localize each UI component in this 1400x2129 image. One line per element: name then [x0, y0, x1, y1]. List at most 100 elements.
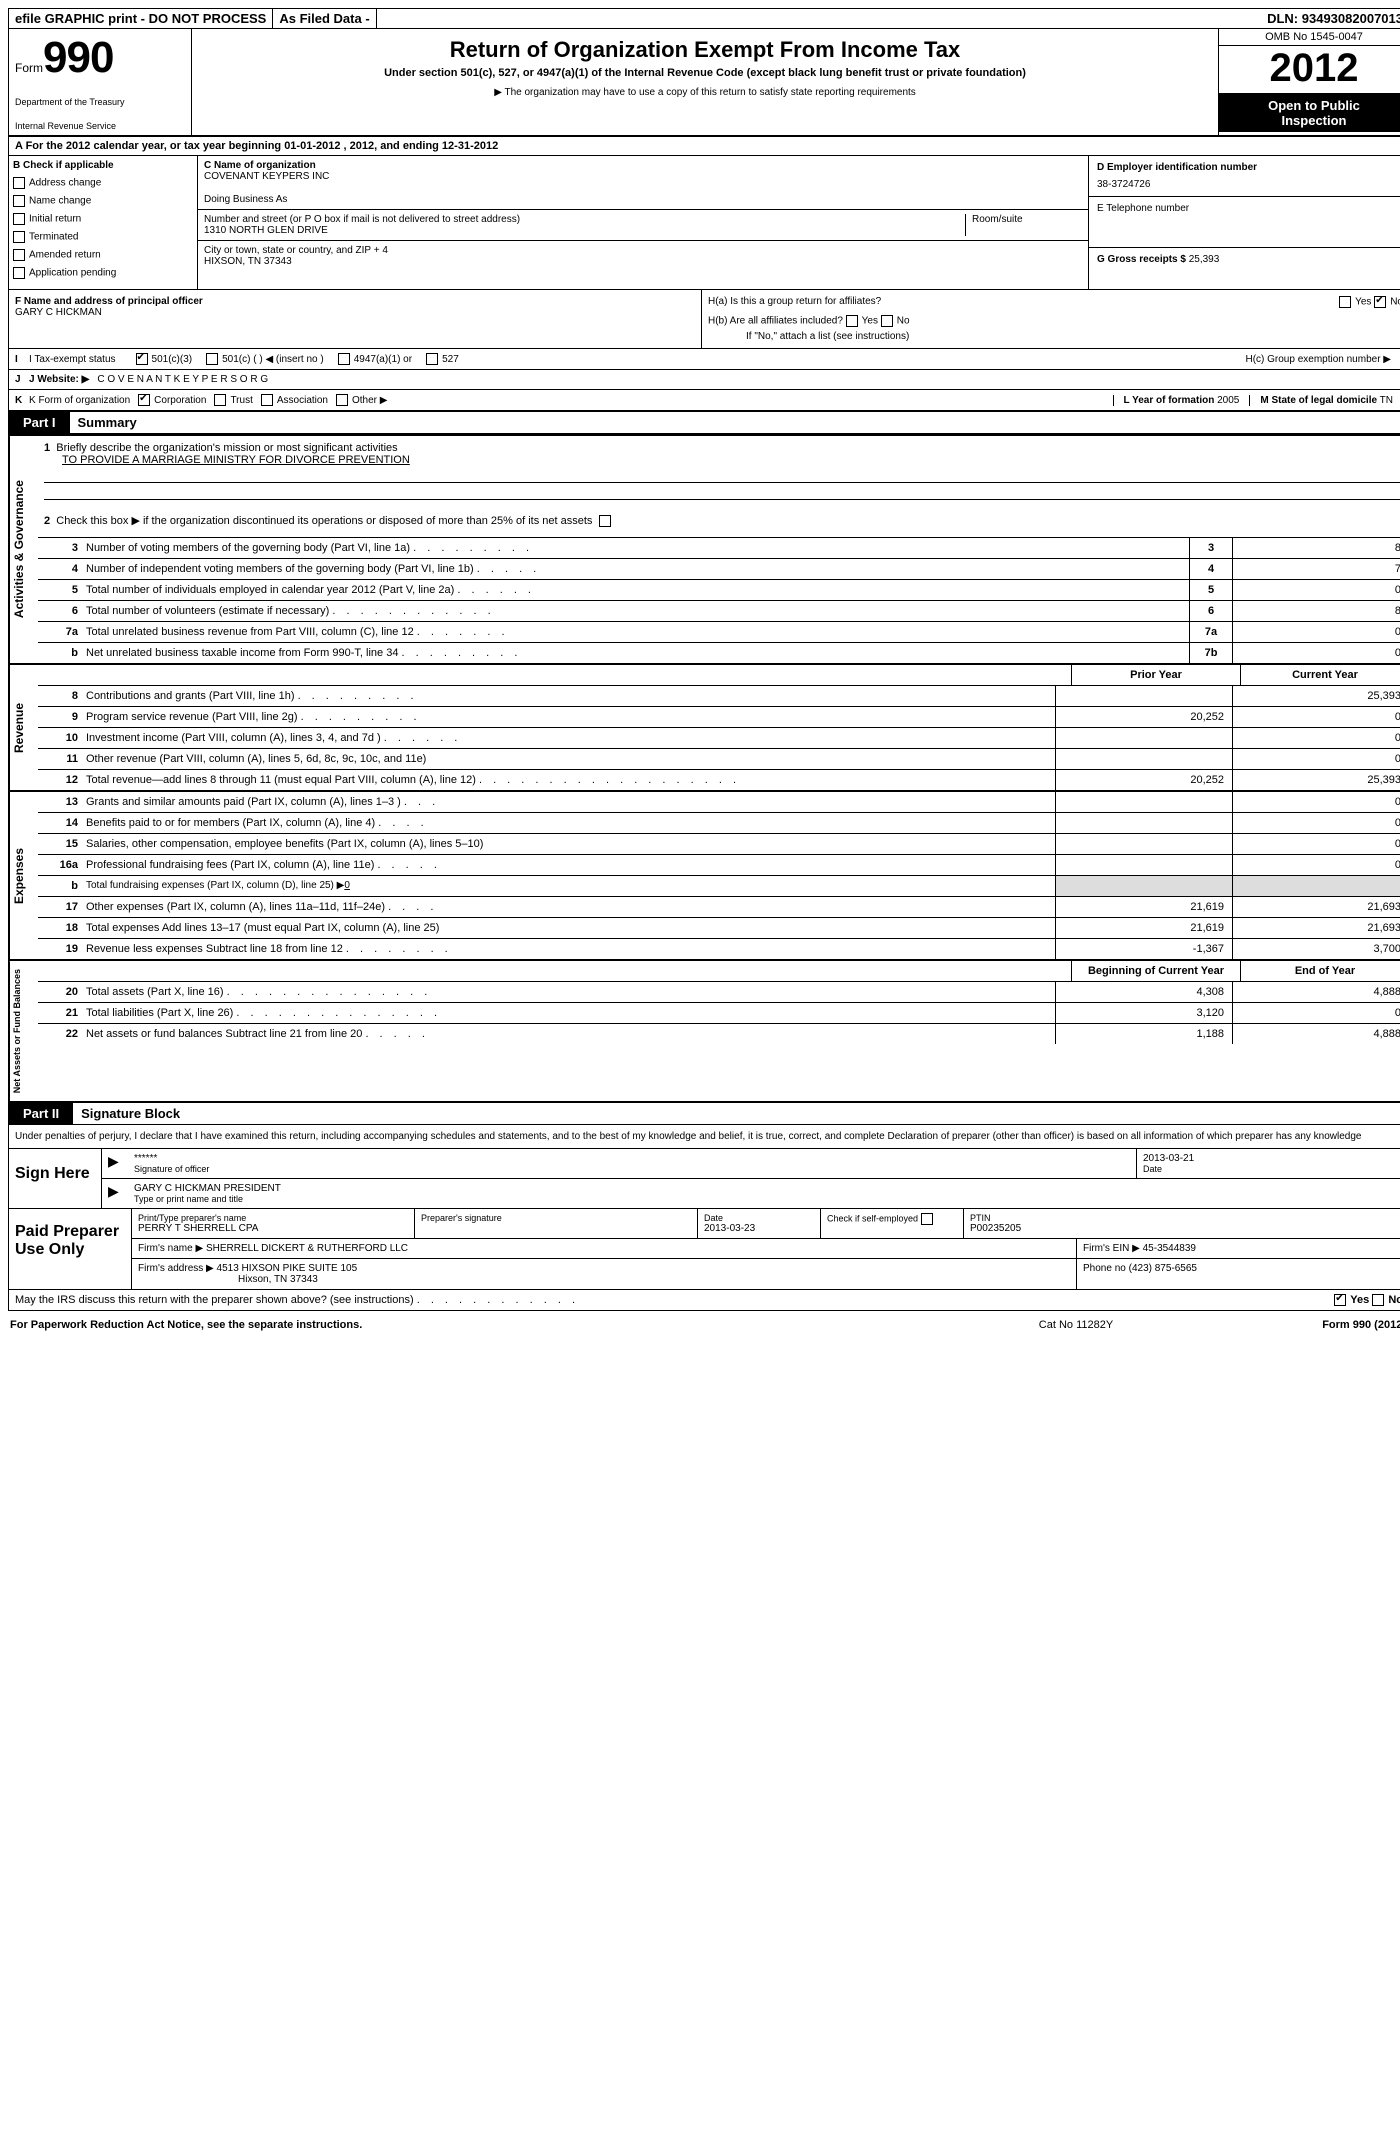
firm-phone-label: Phone no	[1083, 1263, 1126, 1274]
room-suite-label: Room/suite	[966, 214, 1082, 236]
line-1: 1 Briefly describe the organization's mi…	[38, 436, 1400, 504]
irs-discuss-no[interactable]	[1372, 1294, 1384, 1306]
chk-527[interactable]	[426, 353, 438, 365]
form-number: 990	[43, 33, 113, 82]
form-title: Return of Organization Exempt From Incom…	[200, 37, 1210, 63]
hb-no[interactable]	[881, 315, 893, 327]
chk-terminated[interactable]: Terminated	[13, 231, 193, 243]
form-subtitle: Under section 501(c), 527, or 4947(a)(1)…	[200, 67, 1210, 79]
section-klm: K K Form of organization Corporation Tru…	[9, 389, 1400, 410]
inspection-line1: Open to Public	[1268, 98, 1360, 113]
line-21: 21Total liabilities (Part X, line 26) . …	[38, 1003, 1400, 1024]
perjury-statement: Under penalties of perjury, I declare th…	[9, 1125, 1400, 1149]
irs-discuss-row: May the IRS discuss this return with the…	[9, 1290, 1400, 1310]
firm-addr1: 4513 HIXSON PIKE SUITE 105	[217, 1263, 358, 1274]
section-j: J J Website: ▶ C O V E N A N T K E Y P E…	[9, 369, 1400, 389]
sign-here-label: Sign Here	[9, 1149, 102, 1208]
gross-value: 25,393	[1189, 254, 1220, 265]
chk-501c3[interactable]	[136, 353, 148, 365]
hc-label: H(c) Group exemption number ▶	[1245, 354, 1400, 365]
omb-number: OMB No 1545-0047	[1219, 29, 1400, 46]
hb-row: H(b) Are all affiliates included? Yes No	[708, 315, 1400, 327]
top-bar: efile GRAPHIC print - DO NOT PROCESS As …	[9, 9, 1400, 29]
revenue-section: Revenue Prior Year Current Year 8Contrib…	[9, 663, 1400, 790]
line-16a: 16aProfessional fundraising fees (Part I…	[38, 855, 1400, 876]
section-i: I I Tax-exempt status 501(c)(3) 501(c) (…	[9, 348, 1400, 369]
section-c: C Name of organization COVENANT KEYPERS …	[198, 156, 1089, 289]
prep-date: 2013-03-23	[704, 1223, 814, 1234]
ha-label: H(a) Is this a group return for affiliat…	[708, 296, 881, 307]
prep-name-label: Print/Type preparer's name	[138, 1213, 408, 1223]
state-domicile: M State of legal domicile TN	[1249, 395, 1400, 406]
section-b-title: B Check if applicable	[13, 160, 193, 171]
form-org-label: K Form of organization	[29, 395, 130, 406]
section-d: D Employer identification number 38-3724…	[1089, 156, 1400, 289]
chk-address-change[interactable]: Address change	[13, 177, 193, 189]
pra-notice: For Paperwork Reduction Act Notice, see …	[10, 1319, 946, 1331]
chk-other[interactable]	[336, 394, 348, 406]
section-f: F Name and address of principal officer …	[9, 290, 702, 348]
ptin-label: PTIN	[970, 1213, 1400, 1223]
as-filed: As Filed Data -	[273, 9, 376, 28]
inspection-line2: Inspection	[1281, 113, 1346, 128]
part-2-tab: Part II	[9, 1103, 73, 1124]
dln-label: DLN:	[1267, 11, 1298, 26]
row-a-tax-year: A For the 2012 calendar year, or tax yea…	[9, 137, 1400, 156]
ha-no[interactable]	[1374, 296, 1386, 308]
city-value: HIXSON, TN 37343	[204, 256, 1082, 267]
line-8: 8Contributions and grants (Part VIII, li…	[38, 686, 1400, 707]
dln: DLN: 93493082007013	[1261, 9, 1400, 28]
line-12: 12Total revenue—add lines 8 through 11 (…	[38, 770, 1400, 790]
revenue-col-headers: Prior Year Current Year	[38, 665, 1400, 686]
side-gov: Activities & Governance	[9, 436, 38, 663]
typed-name-label: Type or print name and title	[134, 1194, 1400, 1204]
dln-value: 93493082007013	[1302, 11, 1400, 26]
identity-grid: B Check if applicable Address change Nam…	[9, 156, 1400, 289]
line-9: 9Program service revenue (Part VIII, lin…	[38, 707, 1400, 728]
open-to-public: Open to Public Inspection	[1219, 94, 1400, 132]
line-11: 11Other revenue (Part VIII, column (A), …	[38, 749, 1400, 770]
part-2-title: Signature Block	[73, 1103, 188, 1124]
chk-assoc[interactable]	[261, 394, 273, 406]
sign-here: Sign Here ▶ ****** Signature of officer …	[9, 1149, 1400, 1209]
line-7a: 7aTotal unrelated business revenue from …	[38, 622, 1400, 643]
irs-discuss-yes[interactable]	[1334, 1294, 1346, 1306]
line-4: 4Number of independent voting members of…	[38, 559, 1400, 580]
chk-corp[interactable]	[138, 394, 150, 406]
mission-text: TO PROVIDE A MARRIAGE MINISTRY FOR DIVOR…	[62, 454, 410, 466]
chk-4947[interactable]	[338, 353, 350, 365]
officer-name: GARY C HICKMAN	[15, 307, 695, 318]
sig-date-value: 2013-03-21	[1143, 1153, 1400, 1164]
line-10: 10Investment income (Part VIII, column (…	[38, 728, 1400, 749]
mission-label: Briefly describe the organization's miss…	[56, 442, 397, 454]
chk-self-employed[interactable]	[921, 1213, 933, 1225]
ha-yes[interactable]	[1339, 296, 1351, 308]
chk-501c[interactable]	[206, 353, 218, 365]
org-name-label: C Name of organization	[204, 160, 1082, 171]
addr-label: Number and street (or P O box if mail is…	[204, 214, 959, 225]
paid-prep-label: Paid Preparer Use Only	[9, 1209, 132, 1289]
chk-initial-return[interactable]: Initial return	[13, 213, 193, 225]
firm-addr-label: Firm's address ▶	[138, 1263, 214, 1274]
line-18: 18Total expenses Add lines 13–17 (must e…	[38, 918, 1400, 939]
chk-discontinued[interactable]	[599, 515, 611, 527]
chk-amended[interactable]: Amended return	[13, 249, 193, 261]
form-label: Form	[15, 61, 43, 75]
prep-date-label: Date	[704, 1213, 814, 1223]
chk-trust[interactable]	[214, 394, 226, 406]
current-year-header: Current Year	[1240, 665, 1400, 685]
chk-name-change[interactable]: Name change	[13, 195, 193, 207]
hb-yes[interactable]	[846, 315, 858, 327]
addr-value: 1310 NORTH GLEN DRIVE	[204, 225, 959, 236]
expenses-section: Expenses 13Grants and similar amounts pa…	[9, 790, 1400, 959]
netassets-col-headers: Beginning of Current Year End of Year	[38, 961, 1400, 982]
officer-group-row: F Name and address of principal officer …	[9, 289, 1400, 348]
gross-label: G Gross receipts $	[1097, 254, 1186, 265]
firm-ein: 45-3544839	[1143, 1243, 1196, 1254]
section-b: B Check if applicable Address change Nam…	[9, 156, 198, 289]
line-15: 15Salaries, other compensation, employee…	[38, 834, 1400, 855]
line-5: 5Total number of individuals employed in…	[38, 580, 1400, 601]
chk-pending[interactable]: Application pending	[13, 267, 193, 279]
side-expenses: Expenses	[9, 792, 38, 959]
signature-value: ******	[134, 1153, 1130, 1164]
